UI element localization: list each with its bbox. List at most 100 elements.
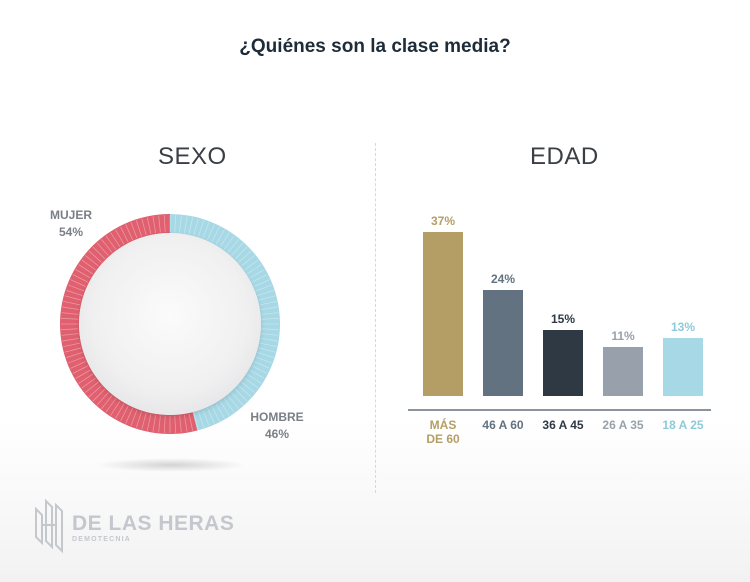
- donut-texture-tick: [257, 352, 274, 359]
- donut-texture-tick: [261, 328, 279, 331]
- donut-texture-tick: [68, 356, 85, 364]
- donut-texture-tick: [198, 411, 205, 428]
- donut-texture-tick: [63, 300, 81, 306]
- donut-texture-tick: [183, 414, 188, 432]
- donut-texture-tick: [223, 235, 235, 250]
- donut-texture-tick: [259, 342, 277, 348]
- donut-texture-tick: [174, 415, 177, 433]
- donut-texture-tick: [244, 377, 259, 389]
- donut-texture-tick: [211, 226, 220, 243]
- x-axis-line: [408, 409, 711, 411]
- category-label-line1: 26 A 35: [602, 418, 644, 432]
- donut-texture-tick: [251, 365, 268, 374]
- donut-texture-tick: [152, 414, 157, 432]
- donut-texture-tick: [66, 352, 83, 359]
- donut-texture-tick: [174, 215, 177, 233]
- category-label-line1: 46 A 60: [482, 418, 524, 432]
- logo-subtitle: DEMOTECNIA: [72, 536, 132, 543]
- donut-texture-tick: [141, 218, 147, 236]
- category-label-line2: DE 60: [426, 432, 460, 446]
- donut-texture-tick: [70, 279, 87, 287]
- donut-texture-tick: [246, 264, 262, 275]
- bar-26-a-35: [603, 347, 643, 396]
- donut-texture-tick: [215, 229, 225, 245]
- de-las-heras-logo-icon: [35, 498, 63, 554]
- donut-texture-tick: [88, 385, 102, 398]
- donut-texture-tick: [163, 415, 166, 433]
- donut-texture-tick: [158, 215, 161, 233]
- donut-texture-tick: [78, 373, 94, 384]
- donut-texture-tick: [188, 217, 194, 235]
- donut-texture-tick: [219, 232, 230, 248]
- hombre-value-label: 46%: [264, 427, 290, 441]
- bar-value-36-a-45: 15%: [550, 311, 576, 326]
- donut-texture-tick: [85, 381, 99, 393]
- donut-texture-tick: [72, 274, 89, 283]
- donut-floor-shadow: [96, 458, 246, 472]
- category-label-36-a-45: 36 A 45: [528, 418, 598, 432]
- category-label-line1: 18 A 25: [662, 418, 704, 432]
- sexo-donut-chart: [60, 214, 280, 434]
- category-label-46-a-60: 46 A 60: [468, 418, 538, 432]
- donut-texture-tick: [241, 381, 255, 393]
- category-label-line1: 36 A 45: [542, 418, 584, 432]
- donut-texture-tick: [146, 217, 152, 235]
- donut-texture-tick: [68, 284, 85, 292]
- donut-texture-tick: [249, 369, 265, 379]
- donut-texture-tick: [183, 216, 188, 234]
- donut-texture-tick: [158, 415, 161, 433]
- donut-texture-tick: [244, 259, 259, 271]
- donut-texture-tick: [96, 392, 109, 406]
- donut-texture-tick: [198, 220, 205, 237]
- edad-title: EDAD: [530, 143, 599, 170]
- donut-texture-tick: [61, 317, 79, 320]
- donut-texture-tick: [105, 398, 117, 413]
- donut-texture-tick: [193, 412, 199, 430]
- donut-texture-tick: [246, 373, 262, 384]
- donut-texture-tick: [61, 333, 79, 336]
- sexo-title: SEXO: [158, 143, 227, 170]
- bar-value-46-a-60: 24%: [490, 271, 516, 286]
- donut-texture-tick: [62, 306, 80, 311]
- donut-texture-tick: [234, 388, 248, 402]
- donut-texture-tick: [105, 235, 117, 250]
- donut-texture-tick: [227, 395, 239, 409]
- donut-texture-tick: [92, 246, 106, 260]
- page-title: ¿Quiénes son la clase media?: [239, 36, 511, 57]
- donut-texture-tick: [125, 407, 133, 424]
- donut-texture-tick: [110, 400, 121, 416]
- donut-texture-tick: [238, 250, 252, 263]
- donut-texture-tick: [179, 415, 182, 433]
- bar-mas-de-60: [423, 232, 463, 396]
- donut-slice-mujer: [60, 214, 198, 434]
- donut-texture-tick: [64, 295, 82, 301]
- donut-texture-tick: [234, 246, 248, 260]
- donut-texture-tick: [202, 409, 210, 426]
- category-label-26-a-35: 26 A 35: [588, 418, 658, 432]
- donut-texture-tick: [257, 289, 274, 296]
- donut-texture-tick: [260, 306, 278, 311]
- bar-value-mas-de-60: 37%: [430, 214, 456, 228]
- donut-texture-tick: [120, 226, 129, 243]
- donut-texture-tick: [258, 295, 276, 301]
- category-label-mas-de-60: MÁS DE 60: [408, 418, 478, 446]
- donut-texture-tick: [163, 215, 166, 233]
- donut-texture-tick: [211, 405, 220, 422]
- donut-texture-tick: [66, 289, 83, 296]
- donut-texture-tick: [85, 255, 99, 267]
- donut-texture-tick: [75, 369, 91, 379]
- donut-texture-tick: [231, 392, 244, 406]
- donut-texture-tick: [255, 356, 272, 364]
- donut-texture-tick: [231, 242, 244, 256]
- donut-texture-tick: [115, 229, 125, 245]
- donut-texture-tick: [130, 222, 138, 239]
- donut-texture-tick: [193, 218, 199, 236]
- category-label-line1: MÁS: [429, 418, 457, 432]
- section-divider: [375, 143, 376, 493]
- donut-texture-tick: [88, 250, 102, 263]
- mujer-label: MUJER 54%: [46, 207, 96, 241]
- donut-texture-tick: [251, 274, 268, 283]
- donut-texture-tick: [253, 279, 270, 287]
- bar-36-a-45: [543, 329, 583, 396]
- donut-texture-tick: [258, 347, 276, 353]
